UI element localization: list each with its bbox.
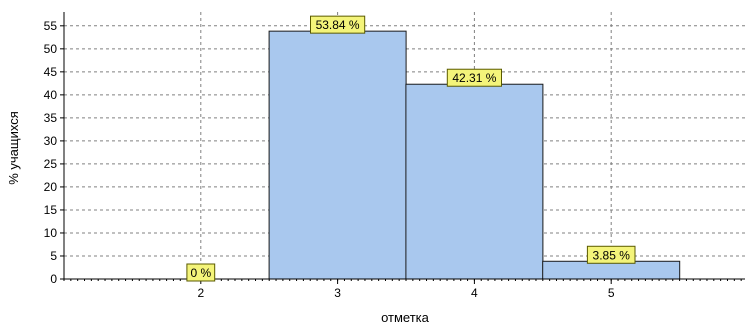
data-label-box: [310, 15, 366, 34]
data-label-3: 53.84 %: [310, 15, 366, 34]
y-axis-title: % учащихся: [6, 111, 21, 185]
y-tick-label: 55: [44, 19, 58, 33]
y-tick-label: 45: [44, 65, 58, 79]
data-label-text: 53.84 %: [316, 18, 360, 32]
x-axis-title: отметка: [381, 310, 430, 325]
x-tick-label: 2: [197, 286, 204, 300]
bar-5: [542, 260, 681, 280]
data-label-4: 42.31 %: [446, 68, 502, 87]
y-tick-label: 15: [44, 203, 58, 217]
y-tick-label: 30: [44, 134, 58, 148]
x-tick-label: 3: [334, 286, 341, 300]
data-label-box: [446, 68, 502, 87]
data-label-box: [186, 263, 216, 282]
bar-3: [268, 30, 407, 280]
x-tick-label: 5: [608, 286, 615, 300]
data-labels-layer: 0 % 53.84 % 42.31 % 3.85 %: [186, 15, 636, 282]
data-label-2: 0 %: [186, 263, 216, 282]
y-tick-label: 5: [50, 249, 57, 263]
data-label-text: 0 %: [190, 266, 211, 280]
y-tick-label: 25: [44, 157, 58, 171]
data-label-text: 42.31 %: [452, 71, 496, 85]
bar-4: [405, 83, 544, 280]
data-label-box: [586, 245, 636, 264]
y-tick-label: 35: [44, 111, 58, 125]
y-tick-label: 40: [44, 88, 58, 102]
data-label-text: 3.85 %: [593, 248, 631, 262]
y-tick-label: 10: [44, 226, 58, 240]
y-tick-label: 20: [44, 180, 58, 194]
data-label-5: 3.85 %: [586, 245, 636, 264]
x-tick-label: 4: [471, 286, 478, 300]
y-tick-label: 50: [44, 42, 58, 56]
y-tick-label: 0: [50, 272, 57, 286]
